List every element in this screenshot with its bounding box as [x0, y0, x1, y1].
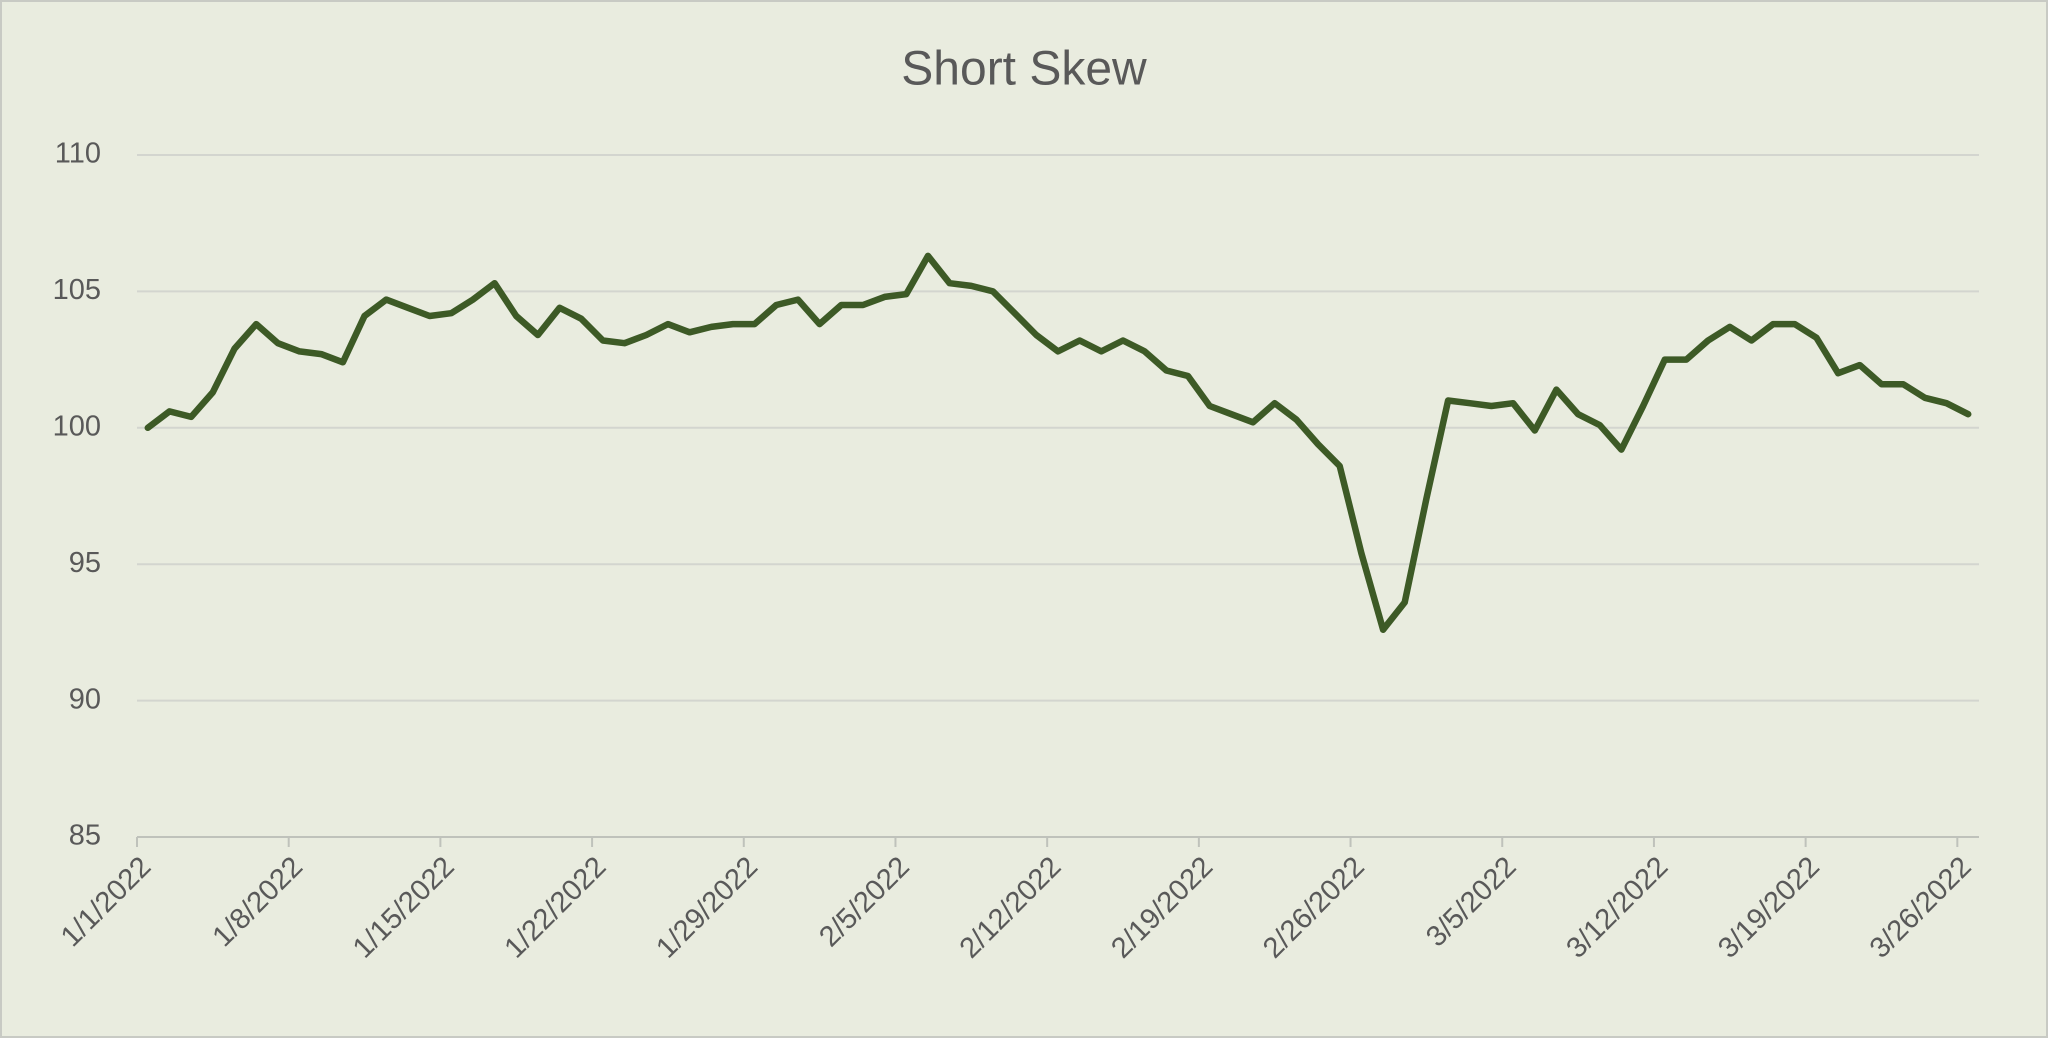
series-line	[144, 252, 1972, 633]
y-tick-label: 90	[69, 683, 101, 715]
y-tick-label: 95	[69, 547, 101, 579]
y-tick-label: 110	[55, 138, 101, 170]
y-tick-label: 105	[53, 274, 101, 306]
y-tick-label: 100	[53, 410, 101, 442]
y-tick-label: 85	[69, 820, 101, 852]
chart-title: Short Skew	[901, 43, 1147, 96]
